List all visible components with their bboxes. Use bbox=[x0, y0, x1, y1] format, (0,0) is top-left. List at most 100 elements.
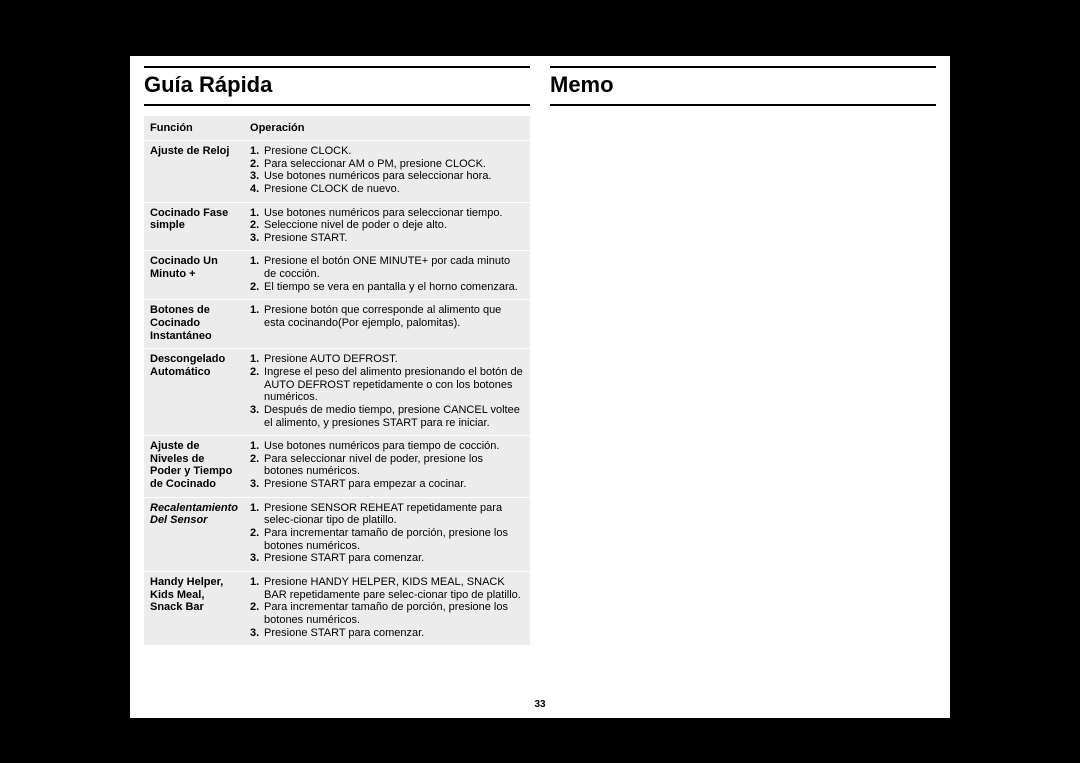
operation-list: 1.Presione el botón ONE MINUTE+ por cada… bbox=[250, 255, 524, 293]
step-text: Presione CLOCK. bbox=[264, 145, 524, 158]
step-number: 2. bbox=[250, 366, 264, 379]
heading-rule-bottom bbox=[144, 104, 530, 106]
function-cell: Ajuste de Niveles de Poder y Tiempo de C… bbox=[144, 436, 244, 498]
operation-step: 2.Para incrementar tamaño de porción, pr… bbox=[250, 601, 524, 626]
step-text: Use botones numéricos para tiempo de coc… bbox=[264, 440, 524, 453]
table-header-op: Operación bbox=[244, 116, 530, 141]
table-row: Ajuste de Niveles de Poder y Tiempo de C… bbox=[144, 436, 530, 498]
step-number: 2. bbox=[250, 453, 264, 466]
heading-rule-top bbox=[550, 66, 936, 68]
table-row: Handy Helper, Kids Meal, Snack Bar1.Pres… bbox=[144, 571, 530, 645]
function-cell: Recalentamiento Del Sensor bbox=[144, 497, 244, 571]
operation-cell: 1.Presione SENSOR REHEAT repetidamente p… bbox=[244, 497, 530, 571]
step-number: 1. bbox=[250, 145, 264, 158]
step-number: 1. bbox=[250, 207, 264, 220]
table-row: Descongelado Automático1.Presione AUTO D… bbox=[144, 349, 530, 436]
operation-step: 3.Presione START para comenzar. bbox=[250, 627, 524, 640]
operation-step: 2.Para seleccionar nivel de poder, presi… bbox=[250, 453, 524, 478]
table-header-func: Función bbox=[144, 116, 244, 141]
operation-cell: 1.Presione botón que corresponde al alim… bbox=[244, 300, 530, 349]
operation-step: 1.Presione botón que corresponde al alim… bbox=[250, 304, 524, 329]
operation-step: 2.El tiempo se vera en pantalla y el hor… bbox=[250, 281, 524, 294]
table-row: Botones de Cocinado Instantáneo1.Presion… bbox=[144, 300, 530, 349]
step-number: 2. bbox=[250, 158, 264, 171]
step-number: 2. bbox=[250, 527, 264, 540]
table-row: Cocinado Un Minuto +1.Presione el botón … bbox=[144, 251, 530, 300]
step-text: El tiempo se vera en pantalla y el horno… bbox=[264, 281, 524, 294]
step-number: 3. bbox=[250, 170, 264, 183]
step-text: Después de medio tiempo, presione CANCEL… bbox=[264, 404, 524, 429]
table-row: Cocinado Fase simple1.Use botones numéri… bbox=[144, 202, 530, 251]
step-number: 4. bbox=[250, 183, 264, 196]
step-text: Presione el botón ONE MINUTE+ por cada m… bbox=[264, 255, 524, 280]
step-text: Presione botón que corresponde al alimen… bbox=[264, 304, 524, 329]
step-text: Presione START para comenzar. bbox=[264, 627, 524, 640]
operation-list: 1.Use botones numéricos para seleccionar… bbox=[250, 207, 524, 245]
right-heading: Memo bbox=[550, 70, 936, 102]
operation-cell: 1.Presione CLOCK.2.Para seleccionar AM o… bbox=[244, 141, 530, 203]
operation-cell: 1.Use botones numéricos para tiempo de c… bbox=[244, 436, 530, 498]
step-number: 2. bbox=[250, 219, 264, 232]
step-number: 1. bbox=[250, 304, 264, 317]
table-row: Recalentamiento Del Sensor1.Presione SEN… bbox=[144, 497, 530, 571]
step-text: Para seleccionar AM o PM, presione CLOCK… bbox=[264, 158, 524, 171]
step-number: 3. bbox=[250, 404, 264, 417]
step-text: Presione CLOCK de nuevo. bbox=[264, 183, 524, 196]
step-number: 2. bbox=[250, 281, 264, 294]
step-number: 1. bbox=[250, 255, 264, 268]
step-text: Presione START para empezar a cocinar. bbox=[264, 478, 524, 491]
operation-cell: 1.Presione AUTO DEFROST.2.Ingrese el pes… bbox=[244, 349, 530, 436]
step-text: Presione START para comenzar. bbox=[264, 552, 524, 565]
operation-step: 3.Después de medio tiempo, presione CANC… bbox=[250, 404, 524, 429]
operation-step: 2.Ingrese el peso del alimento presionan… bbox=[250, 366, 524, 404]
step-text: Use botones numéricos para seleccionar h… bbox=[264, 170, 524, 183]
function-cell: Descongelado Automático bbox=[144, 349, 244, 436]
step-text: Para incrementar tamaño de porción, pres… bbox=[264, 527, 524, 552]
manual-page: Guía Rápida Función Operación Ajuste de … bbox=[130, 56, 950, 718]
step-text: Seleccione nivel de poder o deje alto. bbox=[264, 219, 524, 232]
step-text: Presione HANDY HELPER, KIDS MEAL, SNACK … bbox=[264, 576, 524, 601]
step-number: 3. bbox=[250, 627, 264, 640]
operation-step: 1.Presione SENSOR REHEAT repetidamente p… bbox=[250, 502, 524, 527]
step-text: Presione AUTO DEFROST. bbox=[264, 353, 524, 366]
step-number: 3. bbox=[250, 552, 264, 565]
step-number: 1. bbox=[250, 353, 264, 366]
function-cell: Cocinado Un Minuto + bbox=[144, 251, 244, 300]
function-cell: Botones de Cocinado Instantáneo bbox=[144, 300, 244, 349]
step-text: Para seleccionar nivel de poder, presion… bbox=[264, 453, 524, 478]
step-text: Para incrementar tamaño de porción, pres… bbox=[264, 601, 524, 626]
operation-list: 1.Use botones numéricos para tiempo de c… bbox=[250, 440, 524, 491]
operation-step: 3.Presione START para empezar a cocinar. bbox=[250, 478, 524, 491]
left-heading: Guía Rápida bbox=[144, 70, 530, 102]
table-row: Ajuste de Reloj1.Presione CLOCK.2.Para s… bbox=[144, 141, 530, 203]
two-column-layout: Guía Rápida Función Operación Ajuste de … bbox=[130, 56, 950, 718]
operation-step: 3.Use botones numéricos para seleccionar… bbox=[250, 170, 524, 183]
operation-step: 3.Presione START. bbox=[250, 232, 524, 245]
operation-step: 1.Presione el botón ONE MINUTE+ por cada… bbox=[250, 255, 524, 280]
operation-cell: 1.Presione HANDY HELPER, KIDS MEAL, SNAC… bbox=[244, 571, 530, 645]
operation-step: 1.Presione HANDY HELPER, KIDS MEAL, SNAC… bbox=[250, 576, 524, 601]
operation-list: 1.Presione HANDY HELPER, KIDS MEAL, SNAC… bbox=[250, 576, 524, 639]
step-text: Use botones numéricos para seleccionar t… bbox=[264, 207, 524, 220]
function-cell: Handy Helper, Kids Meal, Snack Bar bbox=[144, 571, 244, 645]
function-cell: Ajuste de Reloj bbox=[144, 141, 244, 203]
quick-guide-table: Función Operación Ajuste de Reloj1.Presi… bbox=[144, 116, 530, 645]
operation-list: 1.Presione SENSOR REHEAT repetidamente p… bbox=[250, 502, 524, 565]
left-column: Guía Rápida Función Operación Ajuste de … bbox=[130, 56, 540, 718]
operation-list: 1.Presione botón que corresponde al alim… bbox=[250, 304, 524, 329]
step-number: 1. bbox=[250, 576, 264, 589]
heading-rule-bottom bbox=[550, 104, 936, 106]
operation-step: 2.Para seleccionar AM o PM, presione CLO… bbox=[250, 158, 524, 171]
operation-step: 3.Presione START para comenzar. bbox=[250, 552, 524, 565]
operation-step: 4.Presione CLOCK de nuevo. bbox=[250, 183, 524, 196]
step-number: 1. bbox=[250, 502, 264, 515]
operation-list: 1.Presione CLOCK.2.Para seleccionar AM o… bbox=[250, 145, 524, 196]
operation-list: 1.Presione AUTO DEFROST.2.Ingrese el pes… bbox=[250, 353, 524, 429]
step-text: Presione START. bbox=[264, 232, 524, 245]
right-column: Memo bbox=[540, 56, 950, 718]
function-cell: Cocinado Fase simple bbox=[144, 202, 244, 251]
step-number: 1. bbox=[250, 440, 264, 453]
page-number: 33 bbox=[130, 699, 950, 710]
step-text: Ingrese el peso del alimento presionando… bbox=[264, 366, 524, 404]
operation-cell: 1.Presione el botón ONE MINUTE+ por cada… bbox=[244, 251, 530, 300]
